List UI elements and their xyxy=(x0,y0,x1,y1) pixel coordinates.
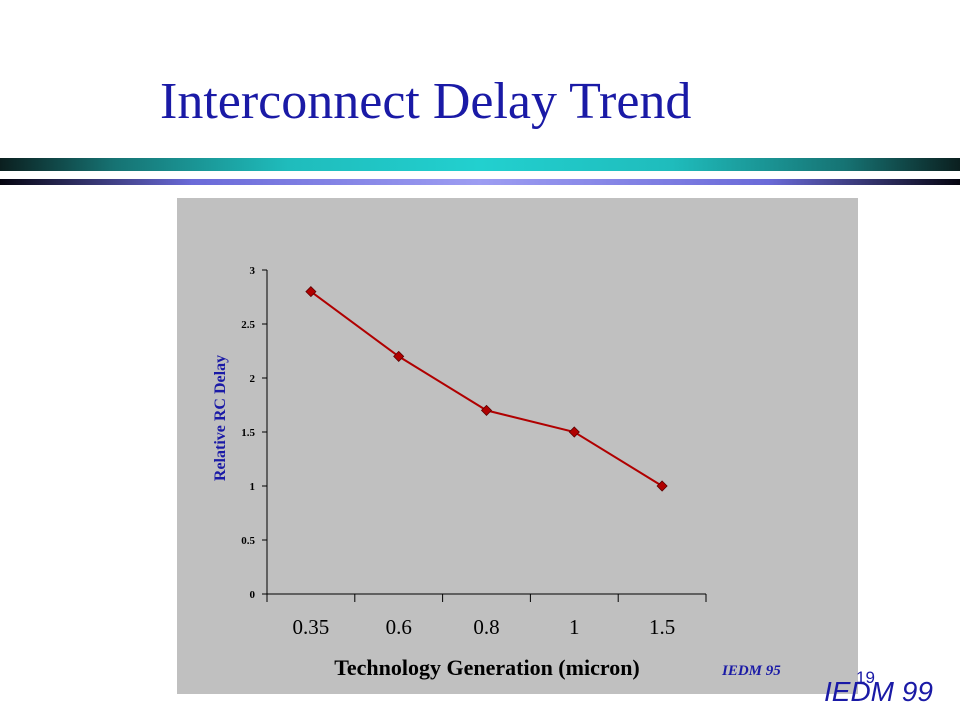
x-tick-label: 1 xyxy=(569,615,580,639)
data-point-marker xyxy=(480,404,493,416)
x-tick-label: 0.35 xyxy=(293,615,330,639)
y-tick-label: 1 xyxy=(250,481,256,493)
x-tick-label: 0.6 xyxy=(386,615,412,639)
chart-panel: 0 0.5 1 1.5 2 2.5 3 0.35 0.6 0.8 1 1.5 Relative RC … xyxy=(177,198,858,694)
y-tick-label: 1.5 xyxy=(241,427,255,439)
footer-brand: IEDM 99 xyxy=(824,676,933,707)
x-tick-label: 1.5 xyxy=(649,615,675,639)
data-point-marker xyxy=(656,480,668,492)
title-divider-top xyxy=(0,158,960,171)
page-number: 19 xyxy=(856,668,875,687)
source-annotation: IEDM 95 xyxy=(721,663,781,679)
y-axis-label: Relative RC Delay xyxy=(212,355,229,481)
chart-axes: 0 0.5 1 1.5 2 2.5 3 0.35 0.6 0.8 1 1.5 xyxy=(241,265,707,639)
y-tick-label: 2.5 xyxy=(241,319,255,331)
y-tick-label: 3 xyxy=(250,265,256,277)
y-tick-label: 0.5 xyxy=(241,535,255,547)
slide-title: Interconnect Delay Trend xyxy=(160,73,692,130)
data-point-marker xyxy=(305,286,317,298)
y-tick-label: 2 xyxy=(250,373,256,385)
x-axis-label: Technology Generation (micron) xyxy=(334,655,640,680)
y-tick-label: 0 xyxy=(250,589,256,601)
chart-svg: 0 0.5 1 1.5 2 2.5 3 0.35 0.6 0.8 1 1.5 Relative RC … xyxy=(212,265,781,680)
title-divider-bottom xyxy=(0,179,960,185)
data-point-marker xyxy=(568,426,580,438)
data-point-marker xyxy=(393,350,405,362)
x-tick-label: 0.8 xyxy=(473,615,499,639)
series-line xyxy=(310,290,663,487)
chart-series xyxy=(305,286,668,492)
